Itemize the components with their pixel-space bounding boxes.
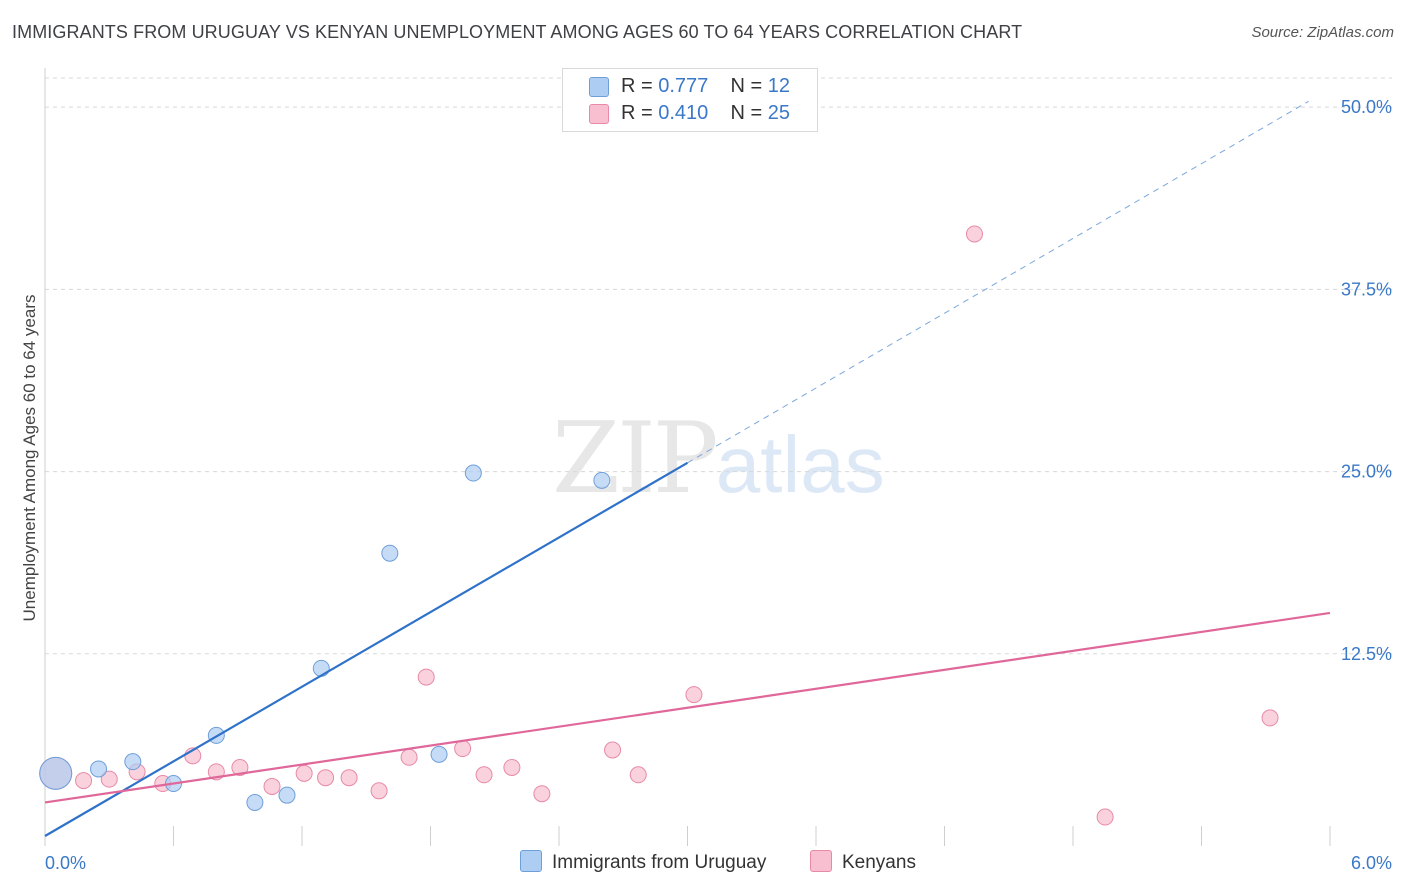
data-point [1096,808,1114,826]
data-point [75,772,93,790]
legend-r-label: R = [621,75,659,97]
legend-swatch-kenyans [589,104,609,124]
data-point [263,777,281,795]
x-tick-label: 6.0% [1351,853,1392,873]
data-point [533,785,551,803]
y-tick-label: 37.5% [1341,279,1392,299]
y-tick-label: 50.0% [1341,97,1392,117]
watermark: ZIPatlas [552,402,885,516]
data-point [39,756,73,790]
series-legend-kenyans: Kenyans [810,850,916,874]
data-point [100,770,118,788]
legend-swatch-uruguay [589,77,609,97]
series-legend-uruguay: Immigrants from Uruguay [520,850,766,874]
data-point [503,758,521,776]
data-point [417,668,435,686]
legend-r-label: R = [621,102,659,124]
legend-n-label: N = [730,75,768,97]
data-point [340,769,358,787]
y-axis-label: Unemployment Among Ages 60 to 64 years [20,294,39,622]
data-point [124,753,142,771]
data-point [278,786,296,804]
data-point [400,748,418,766]
data-point [965,225,983,243]
legend-r-value: 0.777 [658,75,709,97]
trend-line-uruguay [44,461,689,837]
data-point [90,760,108,778]
chart-title: IMMIGRANTS FROM URUGUAY VS KENYAN UNEMPL… [12,22,1023,42]
data-point [629,766,647,784]
data-point [454,740,472,758]
trend-line-uruguay-extension [687,100,1309,464]
data-point [246,793,264,811]
data-point [295,764,313,782]
legend-n-label: N = [730,102,768,124]
data-point [464,464,482,482]
y-tick-label: 25.0% [1341,462,1392,482]
x-tick-label: 0.0% [45,853,86,873]
watermark-atlas: atlas [715,420,885,509]
data-point [685,686,703,704]
data-point [317,769,335,787]
legend-n-value: 12 [767,75,791,97]
series-name-kenyans: Kenyans [842,852,916,873]
y-tick-label: 12.5% [1341,644,1392,664]
correlation-legend: R = 0.777 N = 12 R = 0.410 N = 25 [562,68,818,132]
data-point [231,758,249,776]
data-point [312,659,330,677]
trend-line-kenyans [44,611,1331,804]
data-point [370,782,388,800]
data-point [1261,709,1279,727]
data-point [604,741,622,759]
data-point [381,544,399,562]
legend-r-value: 0.410 [658,102,709,124]
series-swatch-kenyans [810,850,832,872]
data-point [475,766,493,784]
series-swatch-uruguay [520,850,542,872]
watermark-zip: ZIP [552,402,719,516]
series-name-uruguay: Immigrants from Uruguay [552,852,767,873]
legend-n-value: 25 [767,102,791,124]
source-label: Source: ZipAtlas.com [1251,24,1394,41]
data-point [593,471,611,489]
data-point [430,745,448,763]
